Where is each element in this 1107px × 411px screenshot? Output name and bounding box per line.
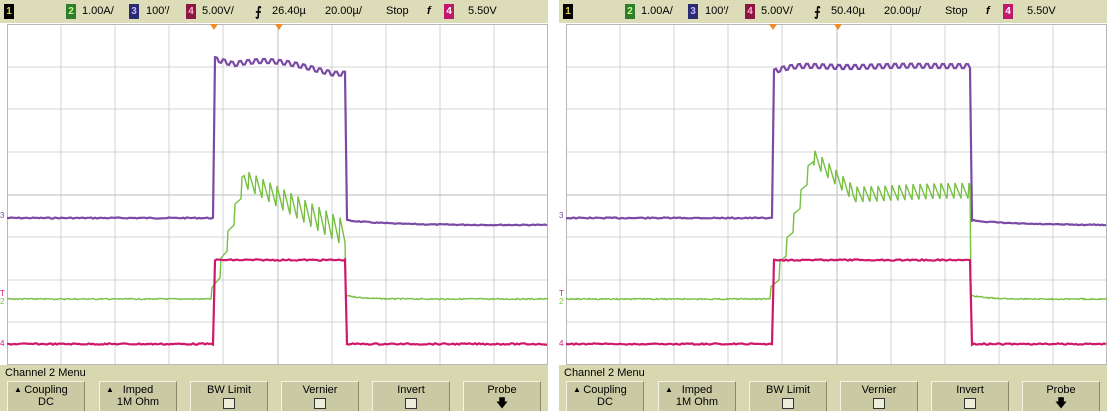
channel-menu: Channel 2 Menu ▲ Coupling DC ▲ Imped 1M …: [0, 365, 548, 411]
channel-4-scale: 5.00V/: [761, 5, 793, 17]
trigger-slope-icon: f: [427, 5, 431, 17]
channel-2-badge[interactable]: 2: [625, 4, 635, 19]
probe-softkey[interactable]: Probe 🡇: [463, 381, 541, 411]
channel-4-marker[interactable]: 4: [0, 339, 5, 348]
cycle-arrow-icon: ▲: [665, 385, 673, 394]
trigger-edge-icon: ⨍: [255, 4, 262, 19]
time-reference-marker: [769, 24, 777, 30]
time-scale: 20.00µ/: [325, 5, 362, 17]
channel-3-scale: 100′/: [146, 5, 170, 17]
status-bar: 1 2 1.00A/ 3 100′/ 4 5.00V/ ⨍ 26.40µ 20.…: [0, 0, 548, 23]
trigger-level: 5.50V: [1027, 5, 1056, 17]
down-arrow-icon: 🡇: [1054, 396, 1068, 410]
waveform-svg: [7, 24, 548, 365]
coupling-softkey[interactable]: ▲ Coupling DC: [566, 381, 644, 411]
trigger-slope-icon: f: [986, 5, 990, 17]
graticule: [7, 24, 548, 365]
channel-2-trace: [7, 171, 548, 301]
bw-limit-softkey[interactable]: BW Limit: [190, 381, 268, 411]
time-reference-marker: [275, 24, 283, 30]
cycle-arrow-icon: ▲: [14, 385, 22, 394]
trigger-marker[interactable]: T: [559, 289, 564, 298]
waveform-display: [7, 24, 548, 365]
waveform-svg: [566, 24, 1107, 365]
channel-2-scale: 1.00A/: [82, 5, 114, 17]
trigger-channel-badge[interactable]: 4: [444, 4, 454, 19]
channel-2-scale: 1.00A/: [641, 5, 673, 17]
cycle-arrow-icon: ▲: [573, 385, 581, 394]
time-scale: 20.00µ/: [884, 5, 921, 17]
checkbox-icon: [314, 398, 326, 409]
coupling-softkey[interactable]: ▲ Coupling DC: [7, 381, 85, 411]
checkbox-icon: [964, 398, 976, 409]
checkbox-icon: [405, 398, 417, 409]
channel-3-scale: 100′/: [705, 5, 729, 17]
channel-3-trace: [566, 62, 1107, 227]
run-state: Stop: [386, 5, 409, 17]
time-delay: 50.40µ: [831, 5, 865, 17]
channel-3-trace: [7, 55, 548, 227]
channel-menu: Channel 2 Menu ▲ Coupling DC ▲ Imped 1M …: [559, 365, 1107, 411]
bw-limit-softkey[interactable]: BW Limit: [749, 381, 827, 411]
graticule: [566, 24, 1107, 365]
channel-2-trace: [566, 150, 1107, 301]
channel-4-marker[interactable]: 4: [559, 339, 564, 348]
channel-3-badge[interactable]: 3: [129, 4, 139, 19]
menu-title: Channel 2 Menu: [5, 367, 86, 379]
invert-softkey[interactable]: Invert: [931, 381, 1009, 411]
checkbox-icon: [223, 398, 235, 409]
impedance-softkey[interactable]: ▲ Imped 1M Ohm: [658, 381, 736, 411]
channel-2-marker[interactable]: 2: [0, 297, 5, 306]
channel-1-badge[interactable]: 1: [4, 4, 14, 19]
time-reference-marker: [834, 24, 842, 30]
menu-title: Channel 2 Menu: [564, 367, 645, 379]
channel-4-badge[interactable]: 4: [186, 4, 196, 19]
channel-1-badge[interactable]: 1: [563, 4, 573, 19]
probe-softkey[interactable]: Probe 🡇: [1022, 381, 1100, 411]
waveform-display: [566, 24, 1107, 365]
down-arrow-icon: 🡇: [495, 396, 509, 410]
invert-softkey[interactable]: Invert: [372, 381, 450, 411]
channel-4-trace: [7, 257, 547, 347]
channel-2-marker[interactable]: 2: [559, 297, 564, 306]
trigger-channel-badge[interactable]: 4: [1003, 4, 1013, 19]
vernier-softkey[interactable]: Vernier: [840, 381, 918, 411]
channel-4-badge[interactable]: 4: [745, 4, 755, 19]
oscilloscope-screen-left: 1 2 1.00A/ 3 100′/ 4 5.00V/ ⨍ 26.40µ 20.…: [0, 0, 548, 411]
cycle-arrow-icon: ▲: [106, 385, 114, 394]
channel-3-marker[interactable]: 3: [0, 211, 5, 220]
impedance-softkey[interactable]: ▲ Imped 1M Ohm: [99, 381, 177, 411]
time-reference-marker: [210, 24, 218, 30]
trigger-marker[interactable]: T: [0, 289, 5, 298]
run-state: Stop: [945, 5, 968, 17]
vernier-softkey[interactable]: Vernier: [281, 381, 359, 411]
channel-3-badge[interactable]: 3: [688, 4, 698, 19]
channel-2-badge[interactable]: 2: [66, 4, 76, 19]
channel-4-trace: [566, 257, 1107, 347]
trigger-level: 5.50V: [468, 5, 497, 17]
status-bar: 1 2 1.00A/ 3 100′/ 4 5.00V/ ⨍ 50.40µ 20.…: [559, 0, 1107, 23]
trigger-edge-icon: ⨍: [814, 4, 821, 19]
checkbox-icon: [873, 398, 885, 409]
checkbox-icon: [782, 398, 794, 409]
time-delay: 26.40µ: [272, 5, 306, 17]
channel-4-scale: 5.00V/: [202, 5, 234, 17]
channel-3-marker[interactable]: 3: [559, 211, 564, 220]
oscilloscope-screen-right: 1 2 1.00A/ 3 100′/ 4 5.00V/ ⨍ 50.40µ 20.…: [559, 0, 1107, 411]
